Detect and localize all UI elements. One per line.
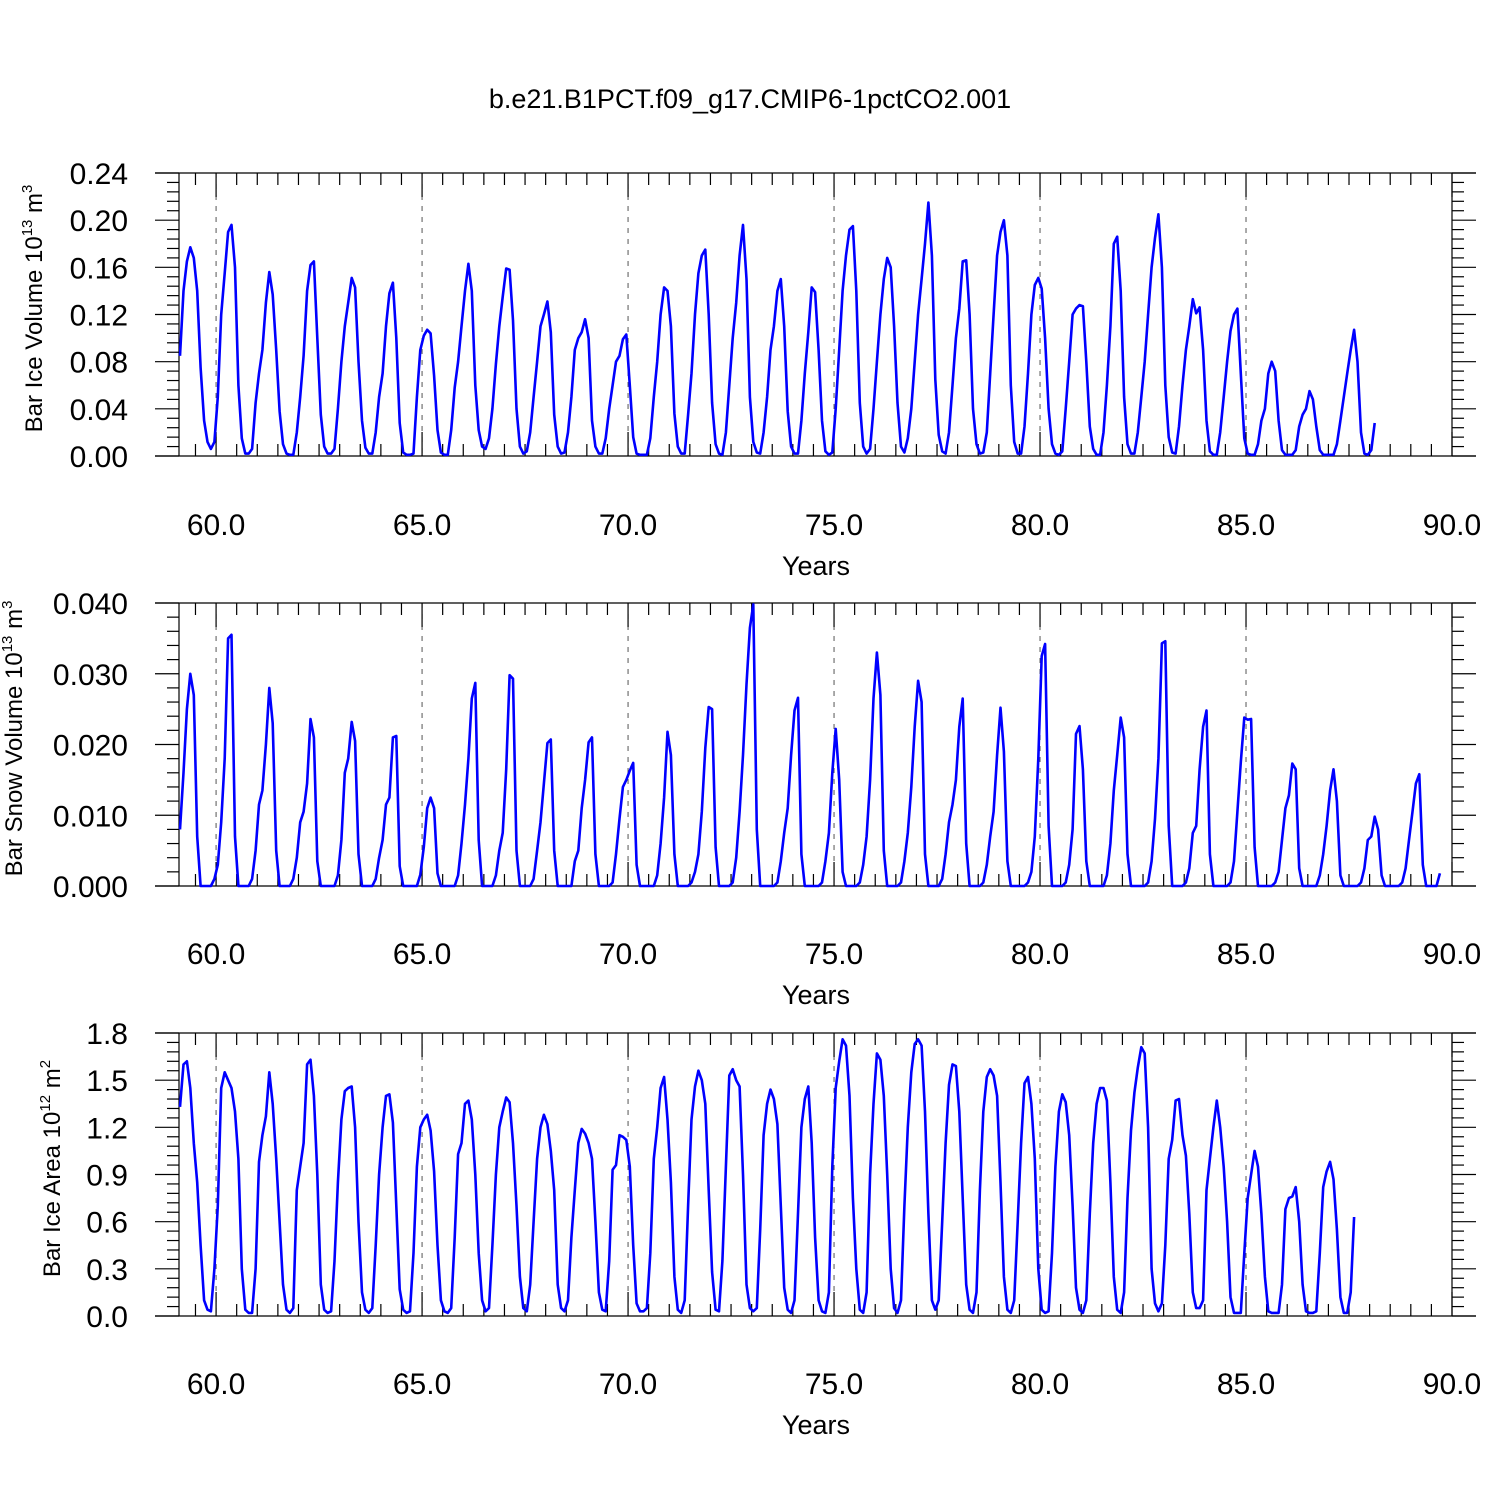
xtick-label: 80.0 [1011, 1368, 1069, 1401]
panel-ice-area: 0.0 0.3 0.6 0.9 1.2 1.5 1.8 60.0 65.0 70.0 75.0 80.… [37, 1018, 1481, 1440]
x-axis-label: Years [782, 980, 850, 1010]
panel-snow-volume: 0.000 0.010 0.020 0.030 0.040 60.0 65.0 70.0 75.… [0, 588, 1481, 1010]
x-axis-label: Years [782, 551, 850, 581]
ytick-label: 0.20 [70, 205, 128, 238]
y-axis-label: Bar Snow Volume 1013 m3 [0, 601, 28, 877]
xtick-label: 75.0 [805, 509, 863, 542]
series-line [178, 201, 1376, 457]
ytick-label: 0.6 [86, 1207, 128, 1240]
x-axis-label: Years [782, 1410, 850, 1440]
y-axis-label: Bar Ice Area 1012 m2 [37, 1060, 66, 1277]
xtick-label: 90.0 [1423, 509, 1481, 542]
ytick-label: 0.04 [70, 394, 128, 427]
xtick-label: 65.0 [393, 509, 451, 542]
ytick-label: 0.030 [53, 659, 128, 692]
ytick-label: 0.24 [70, 158, 128, 191]
series-line [178, 603, 1442, 888]
ytick-label: 0.12 [70, 300, 128, 333]
xtick-label: 60.0 [187, 1368, 245, 1401]
chart-title: b.e21.B1PCT.f09_g17.CMIP6-1pctCO2.001 [489, 84, 1011, 114]
ytick-label: 1.2 [86, 1112, 128, 1145]
ytick-label: 0.9 [86, 1160, 128, 1193]
xtick-label: 90.0 [1423, 1368, 1481, 1401]
xtick-label: 85.0 [1217, 509, 1275, 542]
xtick-label: 75.0 [805, 1368, 863, 1401]
ytick-label: 0.040 [53, 588, 128, 621]
xtick-label: 85.0 [1217, 938, 1275, 971]
series-line [178, 1038, 1356, 1315]
xtick-label: 70.0 [599, 1368, 657, 1401]
ytick-label: 0.08 [70, 347, 128, 380]
xtick-label: 70.0 [599, 509, 657, 542]
xtick-label: 90.0 [1423, 938, 1481, 971]
ytick-label: 1.8 [86, 1018, 128, 1051]
ytick-label: 0.00 [70, 441, 128, 474]
xtick-label: 65.0 [393, 1368, 451, 1401]
y-axis-label: Bar Ice Volume 1013 m3 [19, 185, 48, 433]
ytick-label: 0.020 [53, 730, 128, 763]
xtick-label: 85.0 [1217, 1368, 1275, 1401]
ytick-label: 0.3 [86, 1254, 128, 1287]
xtick-label: 80.0 [1011, 509, 1069, 542]
xtick-label: 60.0 [187, 509, 245, 542]
ytick-label: 0.010 [53, 800, 128, 833]
panel-ice-volume: 0.00 0.04 0.08 0.12 0.16 0.20 0.24 60.0 65.0 70.0… [19, 158, 1481, 581]
xtick-label: 80.0 [1011, 938, 1069, 971]
panels: 0.00 0.04 0.08 0.12 0.16 0.20 0.24 60.0 65.0 70.0… [0, 158, 1481, 1440]
ytick-label: 0.16 [70, 252, 128, 285]
xtick-label: 70.0 [599, 938, 657, 971]
xtick-label: 65.0 [393, 938, 451, 971]
ytick-label: 0.000 [53, 871, 128, 904]
xtick-label: 60.0 [187, 938, 245, 971]
ytick-label: 0.0 [86, 1301, 128, 1334]
ytick-label: 1.5 [86, 1065, 128, 1098]
xtick-label: 75.0 [805, 938, 863, 971]
